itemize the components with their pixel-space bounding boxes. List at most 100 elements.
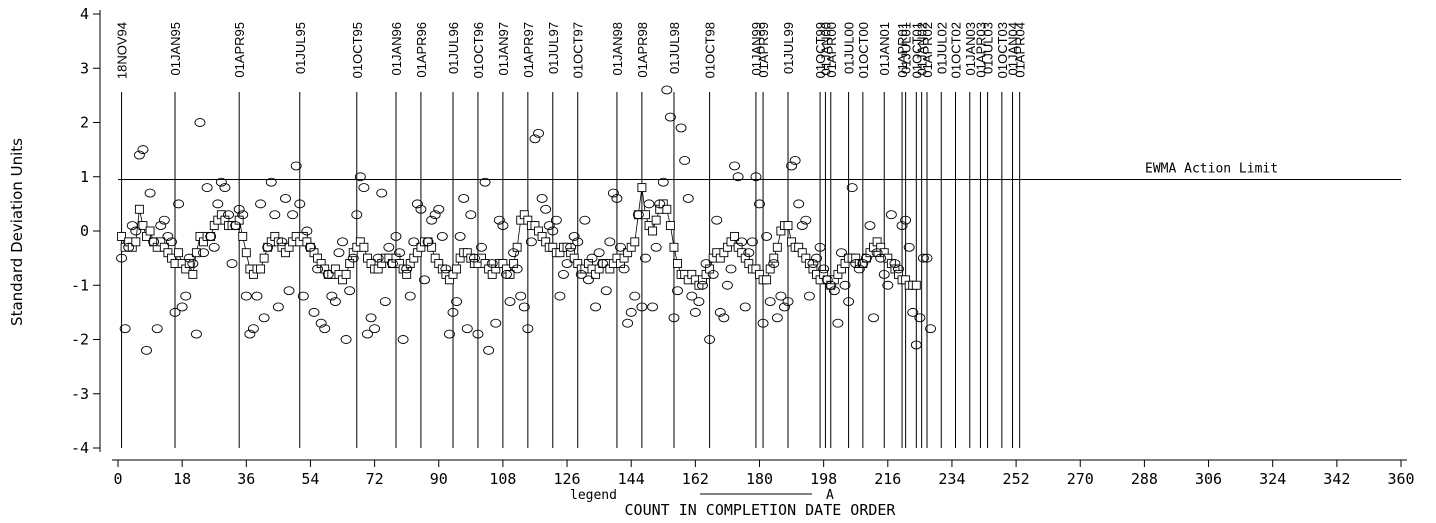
date-marker-label: 01APR01 [895, 22, 910, 78]
observation-point [194, 118, 206, 127]
x-tick-label: 72 [366, 470, 384, 488]
observation-point [657, 177, 669, 187]
y-tick-label: 4 [80, 5, 89, 23]
observation-point [921, 253, 933, 263]
observation-point [226, 259, 238, 268]
observation-point [504, 297, 516, 306]
observation-point [397, 335, 409, 344]
observation-point [440, 264, 452, 274]
observation-point [925, 324, 937, 334]
observation-point [868, 313, 879, 323]
date-marker-label: 01JAN00 [818, 22, 833, 75]
observation-point [411, 199, 423, 209]
observation-point [604, 237, 616, 247]
date-marker-label: 01JAN98 [610, 22, 625, 75]
date-marker-label: 01OCT96 [471, 22, 486, 78]
y-axis-label: Standard Deviation Units [8, 138, 26, 326]
legend-label: A [826, 488, 834, 503]
observation-point [721, 280, 733, 290]
observation-point [796, 221, 808, 231]
ewma-point [505, 269, 515, 279]
ewma-point [238, 231, 248, 241]
observation-point [390, 231, 402, 241]
observation-point [280, 193, 291, 203]
observation-point [429, 210, 441, 220]
observation-point [344, 286, 356, 296]
y-tick-label: 2 [80, 114, 89, 132]
observation-point [265, 177, 277, 187]
x-tick-label: 252 [1003, 470, 1030, 488]
date-marker-label: 18NOV94 [115, 22, 130, 79]
observation-point [379, 297, 391, 306]
date-marker-label: 01OCT98 [703, 22, 718, 78]
observation-point [739, 302, 751, 312]
ewma-point [665, 221, 675, 231]
observation-point [661, 85, 673, 95]
observation-point [319, 324, 331, 334]
observation-point [729, 161, 741, 171]
date-marker-label: 01JUL01 [899, 22, 914, 74]
observation-point [315, 318, 327, 328]
observation-point [864, 221, 876, 231]
observation-point [893, 264, 904, 274]
x-tick-label: 306 [1195, 470, 1222, 488]
observation-point [565, 242, 577, 252]
observation-point [896, 221, 908, 231]
observation-point [258, 313, 270, 323]
observation-point [782, 297, 794, 306]
date-marker-label: 01OCT02 [949, 22, 964, 78]
y-tick-label: 0 [80, 222, 89, 240]
observation-point [832, 318, 844, 328]
observation-point [183, 253, 195, 263]
observation-point [362, 329, 373, 339]
observation-point [821, 275, 833, 285]
date-marker-label: 01OCT00 [856, 22, 871, 78]
observation-point [600, 286, 612, 296]
ewma-point [341, 269, 351, 279]
observation-point [615, 242, 626, 252]
ewma-point [772, 242, 782, 252]
ewma-point [648, 226, 658, 236]
observation-point [151, 324, 163, 334]
observation-point [793, 199, 805, 209]
observation-point [778, 302, 790, 312]
x-tick-label: 234 [938, 470, 965, 488]
observation-point [511, 264, 523, 274]
observation-point [237, 210, 249, 220]
observation-point [158, 215, 170, 225]
y-tick-label: -2 [71, 331, 89, 349]
observation-point [312, 264, 324, 274]
ewma-point [117, 231, 127, 241]
observation-point [326, 291, 338, 301]
observation-point [479, 177, 491, 187]
observation-point [415, 204, 427, 214]
x-tick-label: 126 [554, 470, 581, 488]
observation-point [629, 291, 641, 301]
observation-point [301, 226, 313, 236]
observation-point [789, 156, 801, 165]
observation-point [885, 210, 897, 220]
ewma-point [769, 253, 779, 263]
date-marker-label: 01JAN96 [389, 22, 404, 75]
observation-point [547, 226, 559, 236]
ewma-point [452, 264, 462, 274]
x-tick-label: 180 [746, 470, 773, 488]
date-marker-labels: 18NOV94 01JAN95 01APR95 01JUL95 01OCT95 01JAN… [115, 22, 1028, 79]
observation-point [607, 188, 619, 198]
observation-point [768, 259, 780, 268]
date-marker-label: 01JUL03 [981, 22, 996, 74]
date-marker-label: 01OCT03 [995, 22, 1010, 78]
date-marker-label: 01JAN95 [168, 22, 183, 75]
observation-point [515, 291, 527, 301]
date-marker-label: 01APR98 [635, 22, 650, 78]
observation-point [483, 345, 495, 355]
observation-point [647, 302, 659, 312]
observation-point [208, 242, 220, 252]
observation-point [290, 161, 302, 171]
observation-point [472, 329, 484, 339]
date-marker-label: 01JUL97 [546, 22, 561, 74]
ewma-point [911, 280, 921, 290]
observation-point [461, 324, 473, 334]
observation-point [825, 280, 837, 290]
